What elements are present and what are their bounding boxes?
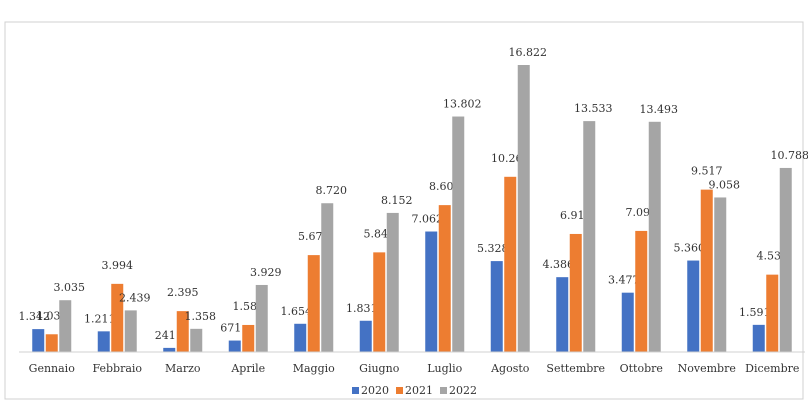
legend-swatch <box>352 387 359 394</box>
data-label: 1.831 <box>346 302 378 315</box>
bar <box>766 274 779 352</box>
bar <box>452 116 465 352</box>
x-tick-label: Marzo <box>165 362 201 375</box>
bar <box>176 311 189 352</box>
x-tick-label: Aprile <box>230 362 265 375</box>
data-label: 10.788 <box>771 149 808 162</box>
bar <box>111 283 124 352</box>
bar <box>490 261 503 352</box>
x-tick-label: Novembre <box>678 362 736 375</box>
data-label: 2.395 <box>167 286 199 299</box>
x-tick-label: Luglio <box>427 362 462 375</box>
data-label: 13.802 <box>443 98 482 111</box>
bar <box>59 300 72 352</box>
bar <box>517 65 530 352</box>
bar <box>556 277 569 352</box>
bar <box>373 252 386 352</box>
bar <box>504 176 517 352</box>
data-label: 5.360 <box>674 242 706 255</box>
x-tick-label: Settembre <box>546 362 605 375</box>
data-label: 8.152 <box>381 194 413 207</box>
legend-label: 2021 <box>405 384 433 397</box>
bar <box>124 310 137 352</box>
x-tick-label: Ottobre <box>620 362 663 375</box>
bar <box>228 340 241 352</box>
bar <box>255 284 268 352</box>
bar <box>321 203 334 352</box>
bar <box>648 121 661 352</box>
chart-frame <box>4 21 804 400</box>
data-label: 13.533 <box>574 102 613 115</box>
data-label: 7.062 <box>412 213 444 226</box>
bar <box>714 197 727 352</box>
legend-label: 2020 <box>361 384 389 397</box>
x-tick-label: Gennaio <box>29 362 76 375</box>
data-label: 9.058 <box>709 178 741 191</box>
bar <box>242 324 255 352</box>
data-label: 1.654 <box>281 305 313 318</box>
data-label: 1.211 <box>84 312 116 325</box>
bar <box>294 323 307 352</box>
data-label: 1.591 <box>739 306 771 319</box>
bar <box>779 167 792 352</box>
bar <box>635 230 648 352</box>
bar <box>97 331 110 352</box>
legend-swatch <box>440 387 447 394</box>
bar <box>32 329 45 352</box>
data-label: 3.929 <box>250 266 282 279</box>
data-label: 4.386 <box>543 258 575 271</box>
data-label: 1.342 <box>19 310 51 323</box>
x-tick-label: Giugno <box>359 362 400 375</box>
bar <box>425 231 438 352</box>
x-tick-label: Maggio <box>293 362 335 375</box>
bar <box>438 205 451 352</box>
data-label: 1.358 <box>185 310 217 323</box>
bar <box>700 189 713 352</box>
bar <box>583 121 596 352</box>
data-label: 9.517 <box>691 165 723 178</box>
bar <box>45 334 58 352</box>
bar <box>307 255 320 352</box>
data-label: 16.822 <box>509 46 548 59</box>
bar <box>569 233 582 352</box>
data-label: 8.720 <box>316 184 348 197</box>
x-tick-label: Febbraio <box>92 362 142 375</box>
bar <box>386 212 399 352</box>
data-label: 3.994 <box>102 259 134 272</box>
bar <box>752 324 765 352</box>
legend-swatch <box>396 387 403 394</box>
data-label: 241 <box>155 329 176 342</box>
bar <box>687 260 700 352</box>
data-label: 5.328 <box>477 242 509 255</box>
data-label: 2.439 <box>119 291 151 304</box>
data-label: 13.493 <box>640 103 679 116</box>
legend-label: 2022 <box>449 384 477 397</box>
bar <box>190 328 203 352</box>
x-tick-label: Dicembre <box>745 362 799 375</box>
bar <box>163 347 176 352</box>
data-label: 3.477 <box>608 274 640 287</box>
data-label: 671 <box>220 322 241 335</box>
bar <box>621 292 634 352</box>
x-tick-label: Agosto <box>490 362 530 375</box>
data-label: 3.035 <box>54 281 86 294</box>
bar <box>359 320 372 352</box>
